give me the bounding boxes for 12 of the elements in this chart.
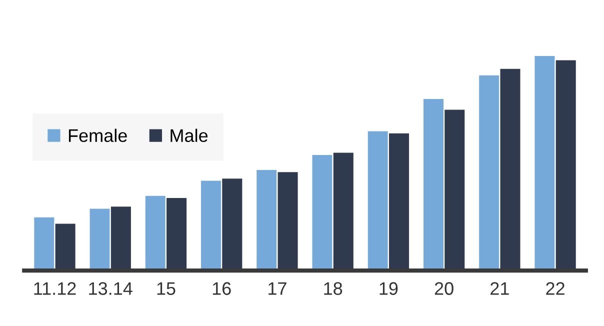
legend-label: Male [170,128,208,142]
x-tick-label: 15 [157,282,176,295]
x-tick-label: 18 [324,282,342,295]
x-tick-label: 13.14 [89,282,132,295]
x-tick-label: 19 [380,282,398,295]
x-tick-label: 17 [268,282,286,295]
x-tick-label: 16 [212,282,231,295]
x-tick-label: 22 [546,282,564,295]
legend-label: Female [68,128,127,142]
x-tick-label: 11.12 [34,282,76,295]
x-tick-label: 20 [434,282,454,295]
x-tick-label: 21 [490,282,509,295]
